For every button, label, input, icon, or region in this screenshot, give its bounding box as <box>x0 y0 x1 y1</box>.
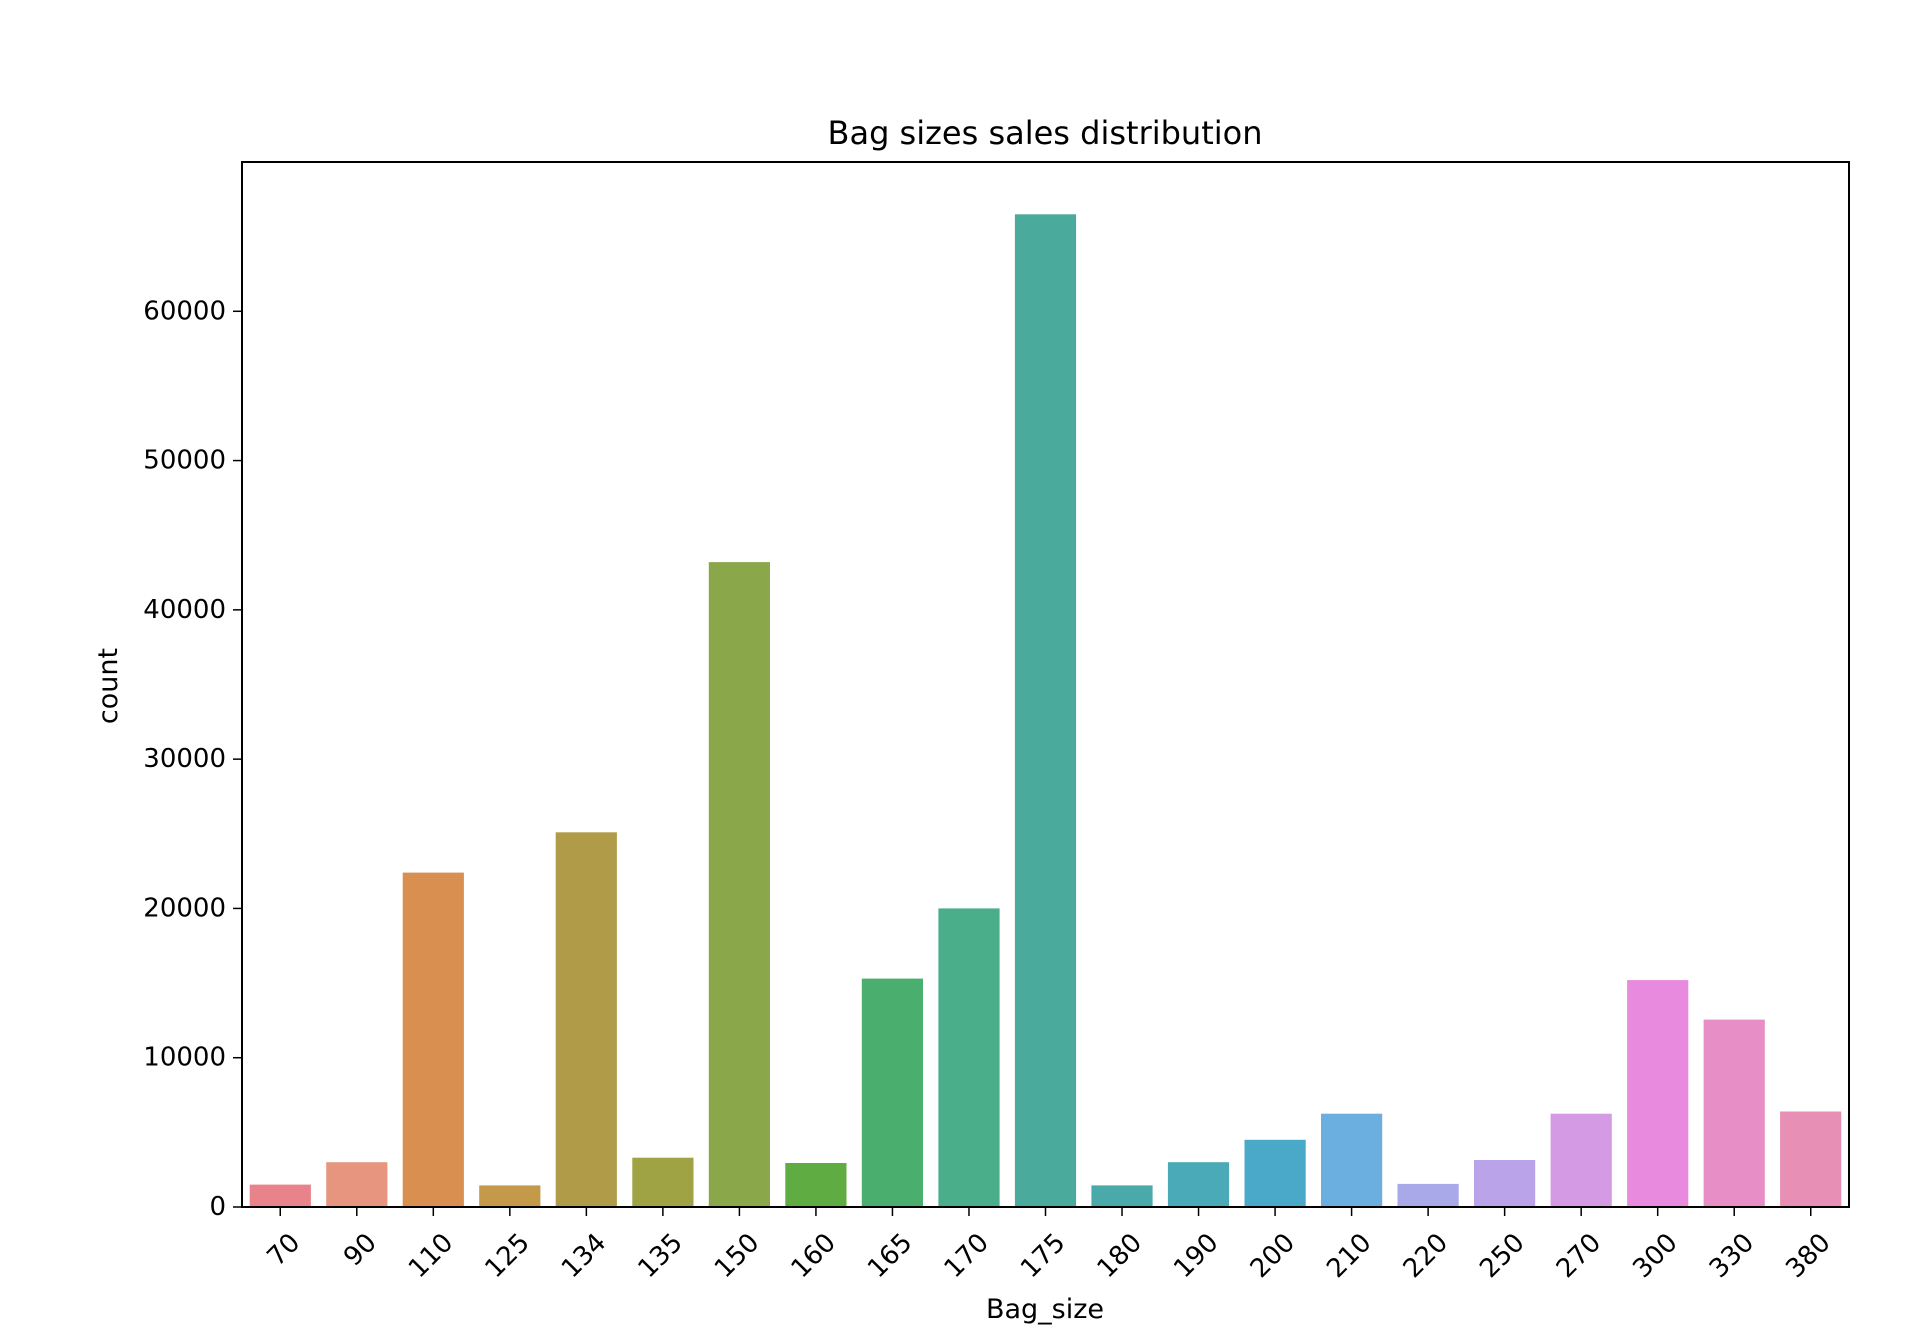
bar-110 <box>402 872 464 1207</box>
bar-90 <box>326 1162 388 1207</box>
bar-134 <box>555 832 617 1207</box>
y-tick-label: 10000 <box>143 1043 226 1073</box>
bar-150 <box>708 562 770 1207</box>
bar-160 <box>785 1163 847 1207</box>
bar-210 <box>1321 1113 1383 1207</box>
y-tick-label: 60000 <box>143 296 226 326</box>
y-tick-label: 20000 <box>143 893 226 923</box>
y-axis: 0 10000 20000 30000 40000 50000 60000 <box>143 296 242 1222</box>
bar-270 <box>1550 1113 1612 1207</box>
bar-380 <box>1780 1111 1842 1207</box>
bar-175 <box>1014 214 1077 1208</box>
plot-frame <box>241 161 1850 1208</box>
bar-165 <box>861 978 923 1207</box>
y-tick-label: 50000 <box>143 446 226 476</box>
y-tick-label: 0 <box>209 1192 226 1222</box>
y-tick-label: 30000 <box>143 744 226 774</box>
bar-70 <box>249 1184 311 1207</box>
x-axis-label: Bag_size <box>986 1294 1104 1325</box>
bar-300 <box>1627 980 1689 1207</box>
bar-220 <box>1397 1183 1459 1207</box>
bar-180 <box>1091 1185 1153 1207</box>
bar-190 <box>1167 1162 1230 1207</box>
bar-125 <box>479 1185 541 1207</box>
bar-170 <box>938 908 1000 1207</box>
y-axis-label: count <box>93 648 124 724</box>
bar-250 <box>1474 1160 1536 1207</box>
bar-330 <box>1703 1019 1765 1207</box>
bar-200 <box>1244 1139 1306 1207</box>
bar-135 <box>632 1157 694 1207</box>
y-tick-label: 40000 <box>143 595 226 625</box>
chart-title: Bag sizes sales distribution <box>828 114 1263 152</box>
bars-group <box>249 214 1842 1208</box>
